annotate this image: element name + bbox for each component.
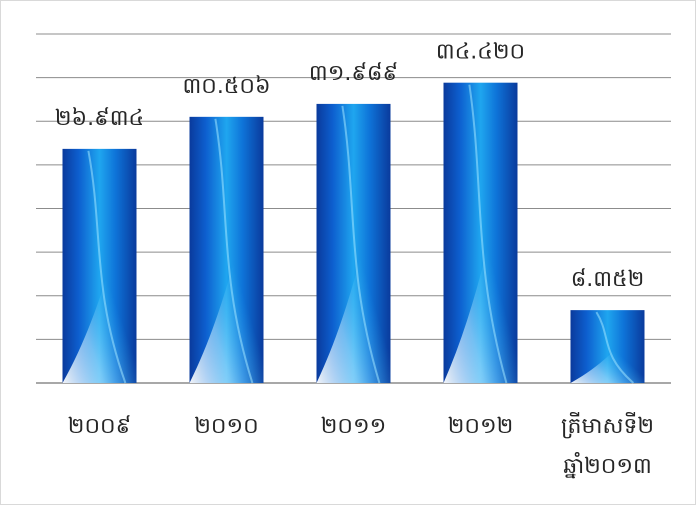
category-label-3: ២០១១	[321, 414, 387, 439]
bar-streak	[341, 105, 381, 384]
bar-streak	[468, 84, 508, 384]
data-label-3: ៣១.៩៨៩	[309, 61, 398, 86]
bar-2	[189, 116, 264, 384]
category-label-2: ២០១០	[194, 414, 258, 439]
bar-highlight	[570, 317, 645, 383]
category-labels: ២០០៩ ២០១០ ២០១១ ២០១២ ត្រីមាសទី២ឆ្នាំ២០១៣	[68, 412, 654, 479]
bar-5	[570, 310, 645, 384]
data-label-4: ៣៤.៤២០	[436, 40, 525, 65]
data-label-2: ៣០.៥០៦	[182, 74, 270, 99]
category-label-1: ២០០៩	[68, 414, 131, 439]
bar-3	[316, 103, 391, 384]
bar-highlight	[62, 172, 137, 383]
bar-highlight	[443, 112, 518, 383]
category-label-5-line-2: ឆ្នាំ២០១៣	[563, 452, 652, 479]
bar-highlight	[316, 131, 391, 383]
bar-4	[443, 82, 518, 384]
data-label-1: ២៦.៩៣៤	[55, 106, 144, 131]
bar-streak	[595, 311, 635, 384]
bar-streak	[87, 150, 127, 384]
bar-streak	[214, 118, 254, 384]
bar-1	[62, 148, 137, 384]
category-label-4: ២០១២	[448, 414, 514, 439]
bar-highlight	[189, 143, 264, 383]
category-label-5-line-1: ត្រីមាសទី២	[561, 412, 654, 439]
data-label-5: ៨.៣៥២	[571, 267, 645, 292]
bars	[62, 82, 645, 384]
